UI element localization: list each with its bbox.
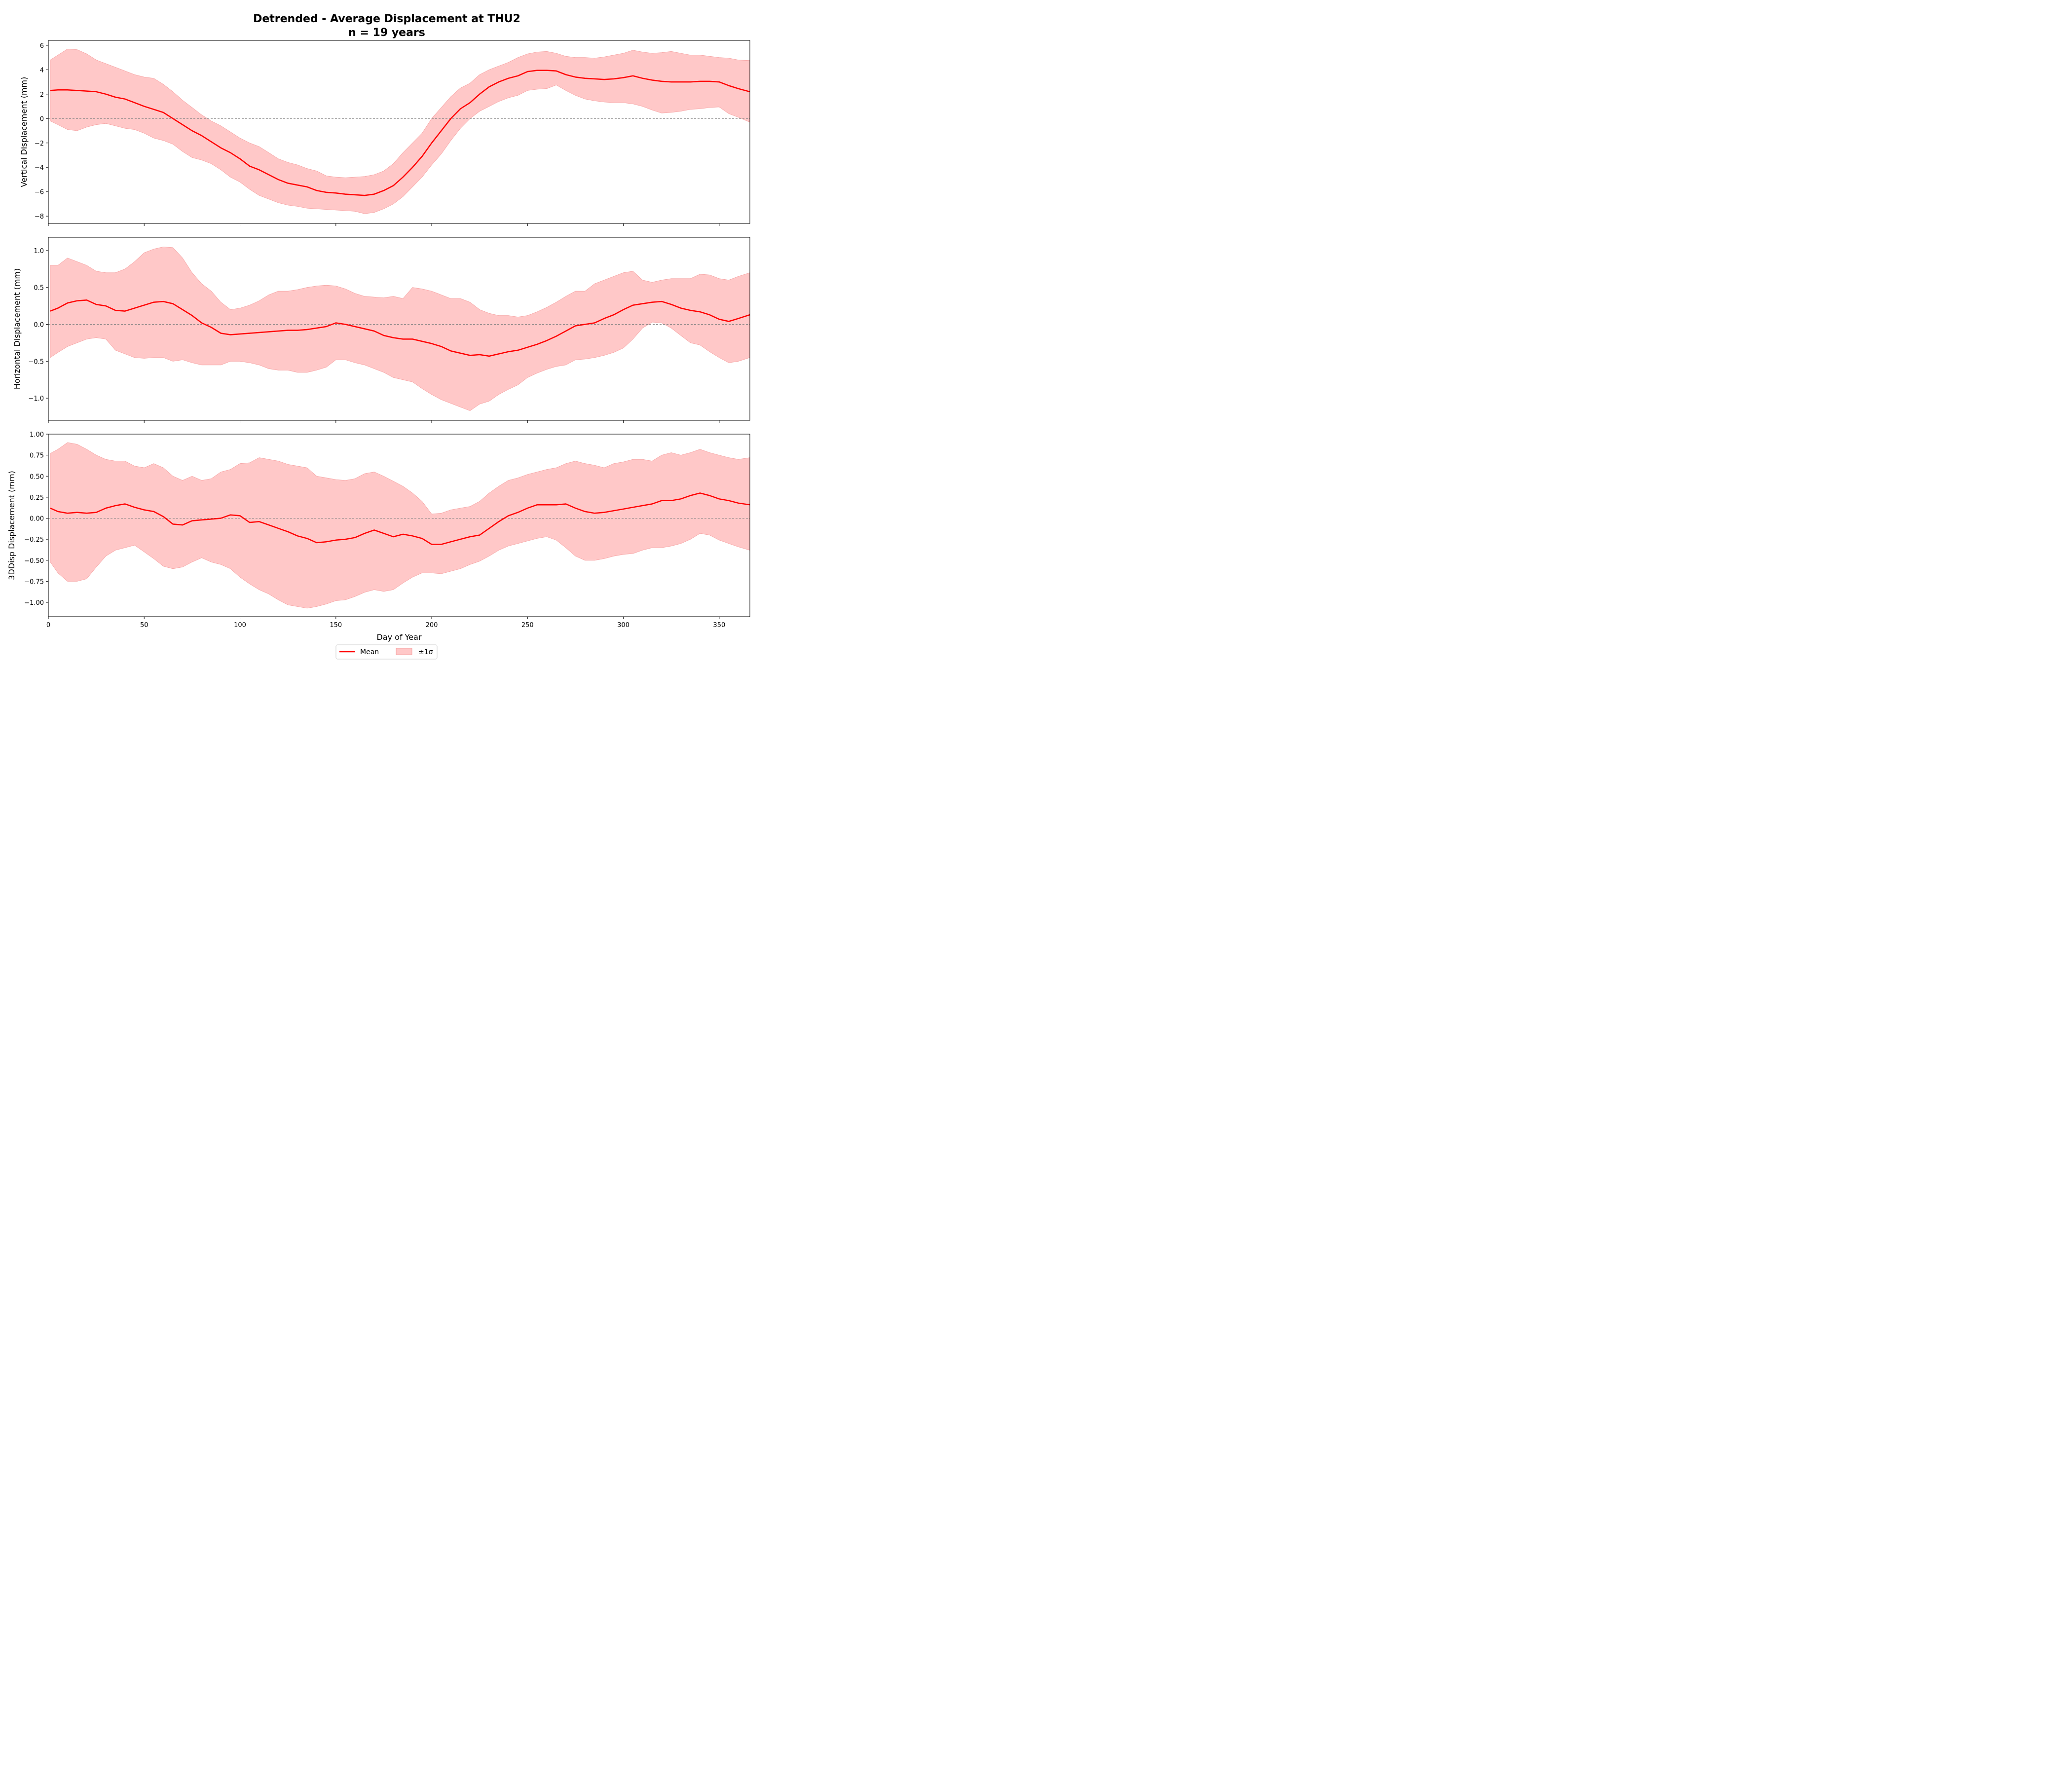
y-tick-label: −0.50 [24,557,44,565]
y-tick-label: −0.25 [24,536,44,544]
x-tick-label: 100 [234,622,246,629]
y-tick-label: 2 [40,91,44,99]
y-tick-label: −6 [35,189,44,196]
std-band-area [50,442,750,609]
mean-line [50,299,750,357]
y-tick-label: 0.0 [34,322,44,329]
y-tick-label: 0.00 [30,516,44,523]
y-tick-label: 1.00 [30,431,44,439]
y-tick-label: 1.0 [34,248,44,255]
chart-title-line2: n = 19 years [348,27,425,39]
y-tick-label: 0.5 [34,285,44,292]
y-tick-label: −8 [35,213,44,221]
y-tick-label: −0.75 [24,578,44,586]
y-tick-label: −1.0 [28,395,44,403]
x-tick-label: 0 [46,622,50,629]
y-axis-label: Vertical Displacement (mm) [19,77,29,187]
y-tick-label: 0.50 [30,473,44,481]
legend-band-swatch [396,648,412,655]
x-tick-label: 250 [521,622,534,629]
mean-line [50,492,750,545]
y-tick-label: 6 [40,42,44,50]
panel-3: −1.00 −0.75 −0.50 −0.25 0.00 0.25 0.50 0.75 1.00… [7,431,750,629]
y-tick-label: 0.75 [30,452,44,460]
legend-band-label: ±1σ [418,648,433,656]
y-tick-label: 4 [40,67,44,74]
legend: Mean ±1σ [335,644,438,660]
x-tick-label: 50 [140,622,148,629]
chart-svg: Detrended - Average Displacement at THU2… [7,13,750,660]
y-tick-label: −4 [35,164,44,172]
panel-1: −8 −6 −4 −2 0 2 4 6 Vertical Displacement (mm) [19,40,750,226]
panel-2: −1.0 −0.5 0.0 0.5 1.0 Horizontal Displacement… [12,237,750,423]
y-tick-label: −2 [35,140,44,148]
x-tick-label: 150 [330,622,342,629]
x-tick-label: 200 [426,622,438,629]
chart-title-line1: Detrended - Average Displacement at THU2 [253,13,520,25]
y-tick-label: −0.5 [28,358,44,366]
std-band-area [50,48,750,214]
panels-group: −8 −6 −4 −2 0 2 4 6 Vertical Displacement (mm) −1… [7,40,750,629]
y-tick-label: −1.00 [24,599,44,607]
plot-frame [48,434,750,617]
mean-line [50,70,750,196]
std-band-area [50,246,750,411]
plot-frame [48,40,750,224]
y-axis-label: Horizontal Displacement (mm) [12,268,22,390]
plot-frame [48,237,750,421]
y-tick-label: 0.25 [30,494,44,502]
legend-mean-label: Mean [360,648,379,656]
x-tick-label: 350 [713,622,725,629]
x-tick-label: 300 [617,622,629,629]
y-axis-label: 3DDisp Displacement (mm) [7,471,16,580]
x-axis-label: Day of Year [376,632,421,642]
y-tick-label: 0 [40,115,44,123]
chart-figure: Detrended - Average Displacement at THU2… [0,0,762,662]
